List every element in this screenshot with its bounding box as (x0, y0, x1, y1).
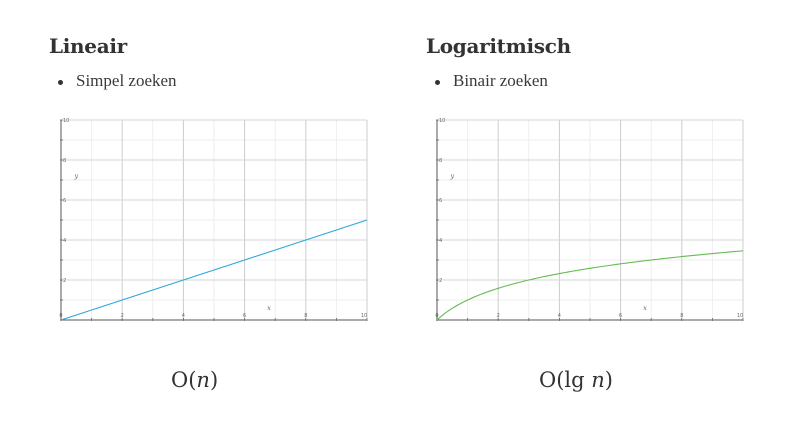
x-tick-label: 0 (435, 313, 438, 319)
linear-heading: Lineair (49, 34, 127, 58)
data-point (336, 229, 337, 230)
linear-complexity-formula: O(n) (171, 368, 218, 392)
y-tick-label: 6 (439, 198, 442, 204)
logarithmic-complexity-prefix: O(lg (539, 368, 592, 392)
x-tick-label: 8 (680, 313, 683, 319)
data-point (498, 288, 499, 289)
y-tick-label: 4 (63, 238, 66, 244)
data-point (712, 253, 713, 254)
y-tick-label: 10 (63, 118, 69, 124)
logarithmic-bullet-item: Binair zoeken (434, 71, 548, 91)
logarithmic-chart: 0 2 4 6 8 10 2 4 6 8 10 x y (435, 118, 744, 321)
y-tick-label: 8 (63, 158, 66, 164)
x-tick-label: 8 (304, 313, 307, 319)
data-point (742, 250, 743, 251)
linear-complexity-suffix: ) (209, 368, 219, 392)
y-tick-label: 6 (63, 198, 66, 204)
data-point (467, 299, 468, 300)
data-point (366, 219, 367, 220)
logarithmic-complexity-suffix: ) (604, 368, 613, 392)
data-point (620, 263, 621, 264)
data-point (305, 239, 306, 240)
series-line (436, 250, 744, 321)
y-tick-label: 2 (439, 278, 442, 284)
data-point (452, 308, 453, 309)
linear-bullet-list: Simpel zoeken (57, 71, 177, 91)
data-point (651, 259, 652, 260)
logarithmic-complexity-formula: O(lg n) (539, 368, 613, 392)
x-tick-label: 10 (737, 313, 743, 319)
x-tick-label: 4 (558, 313, 561, 319)
y-tick-label: 2 (63, 278, 66, 284)
data-point (589, 268, 590, 269)
y-tick-label: 10 (439, 118, 445, 124)
data-point (275, 249, 276, 250)
data-point (559, 273, 560, 274)
x-axis-label: x (267, 305, 271, 312)
x-tick-label: 0 (59, 313, 62, 319)
data-point (91, 309, 92, 310)
data-point (244, 259, 245, 260)
logarithmic-complexity-variable: n (591, 368, 605, 392)
x-tick-label: 2 (121, 313, 124, 319)
y-tick-label: 4 (439, 238, 442, 244)
x-tick-label: 4 (182, 313, 185, 319)
data-point (436, 319, 437, 320)
data-point (528, 279, 529, 280)
data-point (122, 299, 123, 300)
x-tick-label: 6 (619, 313, 622, 319)
linear-complexity-variable: n (196, 368, 210, 392)
x-tick-label: 10 (361, 313, 367, 319)
series-line (60, 219, 368, 321)
y-axis-label: y (74, 173, 79, 180)
linear-complexity-prefix: O( (171, 368, 197, 392)
logarithmic-heading: Logaritmisch (426, 34, 571, 58)
data-point (183, 279, 184, 280)
y-tick-label: 8 (439, 158, 442, 164)
data-point (60, 319, 61, 320)
x-tick-label: 2 (497, 313, 500, 319)
x-tick-label: 6 (243, 313, 246, 319)
linear-bullet-item: Simpel zoeken (57, 71, 177, 91)
x-axis-label: x (643, 305, 647, 312)
data-point (681, 256, 682, 257)
y-axis-label: y (450, 173, 455, 180)
data-point (213, 269, 214, 270)
logarithmic-bullet-list: Binair zoeken (434, 71, 548, 91)
data-point (152, 289, 153, 290)
linear-chart: 0 2 4 6 8 10 2 4 6 8 10 x y (59, 118, 368, 321)
